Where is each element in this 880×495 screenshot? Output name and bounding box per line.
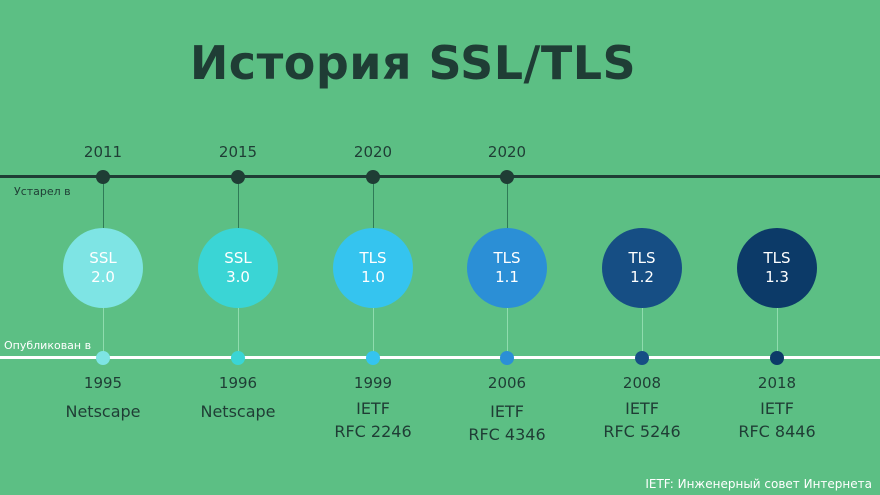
protocol-name: TLS [359, 249, 387, 267]
publisher-name: Netscape [200, 402, 276, 421]
protocol-version: 3.0 [226, 268, 250, 286]
published-connector [641, 308, 643, 358]
deprecated-connector [237, 176, 239, 228]
version-circle: TLS 1.2 [602, 228, 682, 308]
rfc-number: RFC 8446 [738, 422, 816, 441]
version-circle: SSL 3.0 [198, 228, 278, 308]
published-marker [366, 350, 380, 365]
publisher: IETF RFC 5246 [582, 397, 702, 443]
deprecated-connector [372, 176, 374, 228]
protocol-version: 1.3 [765, 268, 789, 286]
published-row-label: Опубликован в [4, 339, 92, 352]
protocol-version: 1.0 [361, 268, 385, 286]
protocol-version: 1.2 [630, 268, 654, 286]
publisher-name: IETF [625, 399, 659, 418]
rfc-number: RFC 5246 [603, 422, 681, 441]
protocol-name: SSL [224, 249, 252, 267]
publisher-name: IETF [760, 399, 794, 418]
published-marker [500, 350, 514, 365]
deprecated-year: 2015 [218, 143, 258, 161]
published-year: 1999 [353, 374, 393, 392]
deprecated-marker [366, 169, 380, 184]
deprecated-connector [506, 176, 508, 228]
version-circle: TLS 1.0 [333, 228, 413, 308]
published-marker [231, 350, 245, 365]
publisher-name: Netscape [65, 402, 141, 421]
published-marker [635, 350, 649, 365]
deprecated-year: 2020 [353, 143, 393, 161]
version-circle: TLS 1.1 [467, 228, 547, 308]
publisher: IETF RFC 8446 [717, 397, 837, 443]
published-year: 1995 [83, 374, 123, 392]
publisher: Netscape [178, 400, 298, 423]
version-circle: SSL 2.0 [63, 228, 143, 308]
published-marker [770, 350, 784, 365]
publisher: IETF RFC 2246 [313, 397, 433, 443]
publisher: Netscape [43, 400, 163, 423]
published-marker [96, 350, 110, 365]
protocol-name: SSL [89, 249, 117, 267]
publisher: IETF RFC 4346 [447, 400, 567, 446]
deprecated-connector [102, 176, 104, 228]
published-year: 2006 [487, 374, 527, 392]
protocol-name: TLS [628, 249, 656, 267]
deprecated-year: 2020 [487, 143, 527, 161]
footnote: IETF: Инженерный совет Интернета [645, 477, 872, 491]
rfc-number: RFC 4346 [468, 425, 546, 444]
deprecated-marker [96, 169, 110, 184]
protocol-name: TLS [493, 249, 521, 267]
published-connector [102, 308, 104, 358]
published-year: 2018 [757, 374, 797, 392]
diagram-title: История SSL/TLS [189, 36, 637, 90]
deprecated-year: 2011 [83, 143, 123, 161]
deprecated-timeline [0, 175, 880, 178]
version-circle: TLS 1.3 [737, 228, 817, 308]
protocol-name: TLS [763, 249, 791, 267]
published-connector [506, 308, 508, 358]
protocol-version: 2.0 [91, 268, 115, 286]
published-timeline [0, 356, 880, 359]
published-year: 2008 [622, 374, 662, 392]
published-connector [372, 308, 374, 358]
published-year: 1996 [218, 374, 258, 392]
publisher-name: IETF [356, 399, 390, 418]
published-connector [237, 308, 239, 358]
deprecated-marker [500, 169, 514, 184]
deprecated-row-label: Устарел в [14, 185, 71, 198]
rfc-number: RFC 2246 [334, 422, 412, 441]
published-connector [776, 308, 778, 358]
publisher-name: IETF [490, 402, 524, 421]
deprecated-marker [231, 169, 245, 184]
protocol-version: 1.1 [495, 268, 519, 286]
